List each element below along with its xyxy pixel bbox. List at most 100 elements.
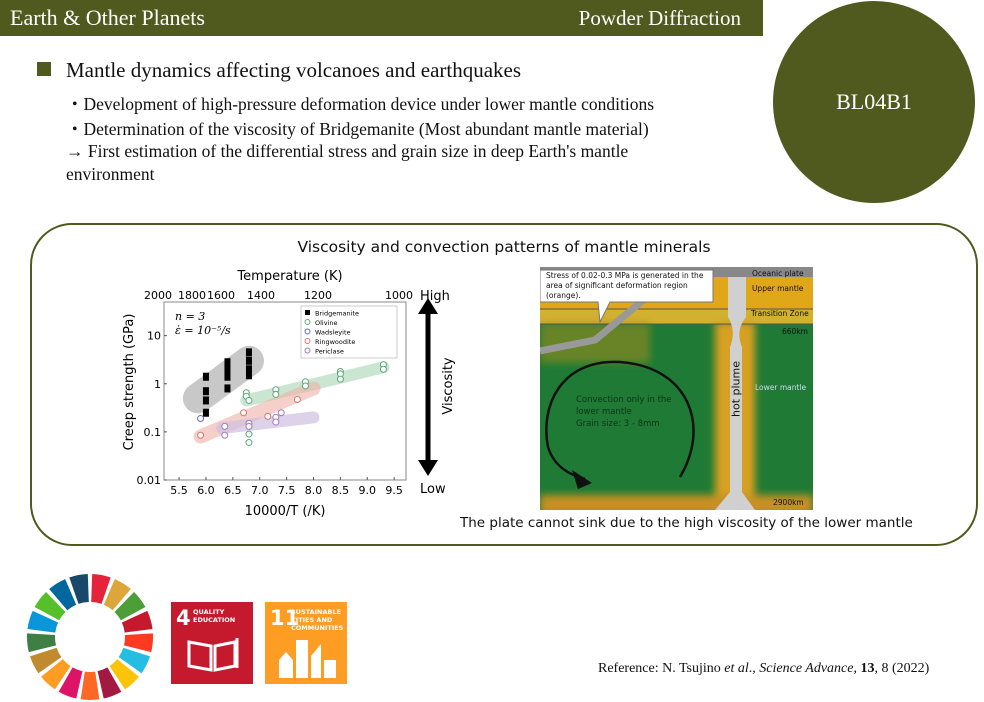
data-point-periclase [245,422,253,430]
y-tick-label: 10 [147,330,161,343]
legend-entry: Wadsleyite [315,329,351,337]
data-point-olivine [301,382,309,390]
plot-frame [163,301,407,481]
goal-label: SUSTAINABLE CITIES AND COMMUNITIES [291,608,344,632]
top-tick-label: 1800 [178,289,206,302]
data-point-bridgemanite [245,348,252,357]
data-point-bridgemanite [224,365,231,374]
goal-number: 11 [270,606,300,630]
wheel-segment [80,671,100,701]
city-buildings-icon [279,640,336,678]
data-point-bridgemanite [202,372,209,381]
data-point-ringwoodite [197,431,205,439]
top-tick-label: 1200 [304,289,332,302]
creep-strength-chart: 5.5 6.0 6.5 7.0 7.5 8.0 8.5 9.0 9.5 0.01 0.1 1 10 200… [122,269,456,519]
viscosity-low: Low [420,482,446,497]
label-upper-mantle: Upper mantle [752,284,804,293]
ref-journal: Science Advance [759,661,854,676]
sdg-goal-11-tile[interactable]: 11 SUSTAINABLE CITIES AND COMMUNITIES [265,602,347,684]
data-point-periclase [272,418,280,426]
bullet-line: ・Development of high-pressure deformatio… [66,94,655,114]
data-point-bridgemanite [245,371,252,380]
data-point-bridgemanite [202,387,209,396]
ref-pages: , 8 (2022) [874,661,930,676]
beamline-badge: BL04B1 [773,1,975,203]
sdg-goal-4-tile[interactable]: 4 QUALITY EDUCATION [171,602,253,684]
wheel-segment [30,647,62,674]
x-tick-label: 9.5 [385,484,403,497]
header-title: Earth & Other Planets [10,5,205,30]
wheel-segment [97,667,122,699]
wheel-segment [124,633,154,653]
wheel-segment [26,633,56,653]
data-point-olivine [245,396,253,404]
data-point-olivine [336,375,344,383]
top-tick-label: 1000 [385,289,413,302]
ref-author: Reference: N. Tsujino [598,661,725,676]
legend-marker [304,338,311,344]
data-point-ringwoodite [293,396,301,404]
data-point-ringwoodite [264,412,272,420]
section-heading: Mantle dynamics affecting volcanoes and … [66,58,522,82]
data-point-olivine [272,390,280,398]
convection-line: Convection only in the [576,395,672,405]
ref-sep: , [853,661,861,676]
x-tick-label: 6.0 [197,484,215,497]
legend-marker [304,347,311,354]
data-point-bridgemanite [202,408,209,417]
data-point-bridgemanite [224,358,231,367]
data-point-bridgemanite [245,356,252,365]
conclusion-line: environment [66,164,155,184]
viscosity-label: Viscosity [441,357,456,415]
wheel-segment [118,647,150,674]
wheel-segment [41,659,71,690]
annotation-n: n = 3 [175,310,205,323]
sdg-wheel-logo [26,574,154,701]
wheel-segment [121,610,153,633]
top-tick-label: 2000 [144,289,172,302]
legend-marker [304,319,311,325]
wheel-segment [27,610,59,633]
panel-caption: The plate cannot sink due to the high vi… [460,515,913,531]
reference-citation: Reference: N. Tsujino et al., Science Ad… [598,661,929,677]
data-point-wadsleyite [197,414,205,422]
ref-sep: ., [748,661,760,676]
label-oceanic-plate: Oceanic plate [752,269,804,278]
legend-entry: Bridgemanite [315,310,359,318]
data-point-periclase [221,431,229,439]
y-tick-label: 1 [154,378,161,391]
periclase-band [216,411,320,435]
legend-entry: Periclase [315,348,344,356]
header-bar: Earth & Other Planets Powder Diffraction [0,0,763,36]
y-axis-label: Creep strength (GPa) [122,314,137,451]
label-lower-mantle: Lower mantle [755,383,807,392]
legend-marker [305,310,310,315]
viscosity-high: High [420,289,450,304]
data-point-ringwoodite [240,409,248,417]
data-point-bridgemanite [202,396,209,405]
wheel-segment [103,579,131,611]
wheel-segment [49,579,77,611]
ref-etal: et al [724,661,749,676]
wheel-segment [114,592,146,621]
arrow-down-icon [418,460,438,476]
x-tick-label: 5.5 [170,484,188,497]
mantle-convection-diagram: Stress of 0.02-0.3 MPa is generated in t… [540,267,813,510]
data-point-periclase [221,422,229,430]
wheel-segment [109,659,139,690]
legend-entry: Olivine [315,319,338,327]
data-point-periclase [277,409,285,417]
x-axis-label: 10000/T (/K) [245,504,326,519]
ref-volume: 13 [860,661,875,676]
header-category: Powder Diffraction [578,6,741,30]
data-point-olivine [245,439,253,447]
goal-number: 4 [176,606,191,630]
bullet-line: ・Determination of the viscosity of Bridg… [66,119,649,139]
convection-line: lower mantle [576,407,632,417]
top-tick-label: 1400 [247,289,275,302]
conclusion-line: → First estimation of the differential s… [66,141,629,161]
wheel-segment [34,592,66,621]
book-icon [187,638,239,672]
stress-callout: Stress of 0.02-0.3 MPa is generated in t… [546,271,704,300]
legend-box [300,305,398,359]
